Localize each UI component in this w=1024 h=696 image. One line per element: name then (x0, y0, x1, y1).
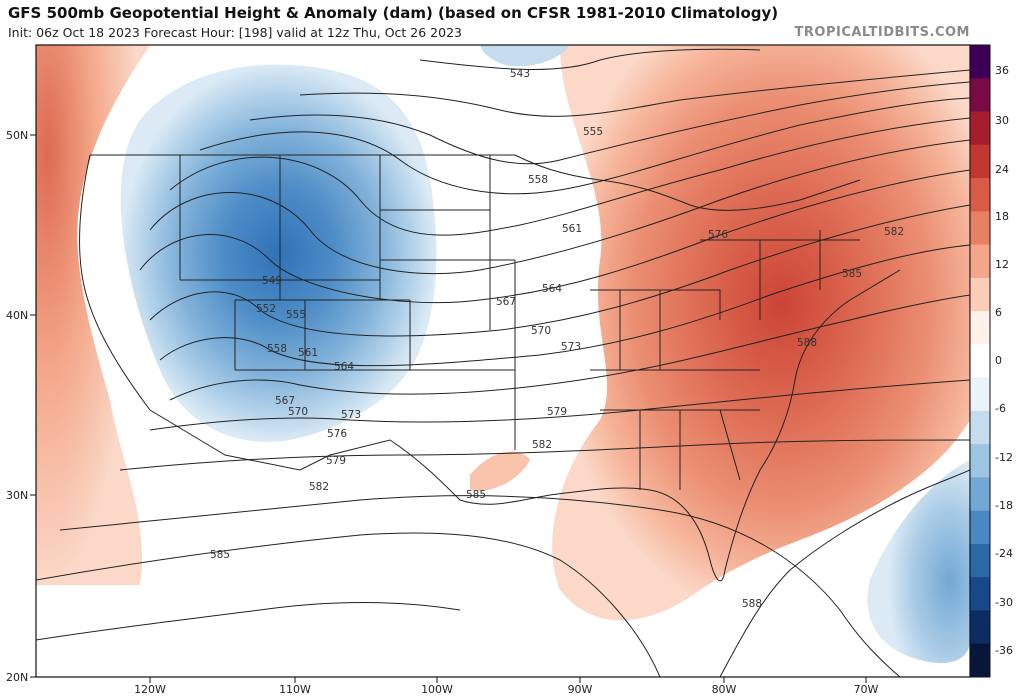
height-label: 552 (256, 303, 276, 315)
height-label: 585 (466, 489, 486, 501)
lon-label: 100W (421, 683, 453, 696)
boundary-lines (79, 154, 901, 582)
height-label: 570 (531, 325, 551, 337)
colorbar-segment (970, 410, 990, 445)
colorbar-segment (970, 543, 990, 578)
lon-label: 70W (854, 683, 879, 696)
height-label: 543 (510, 68, 530, 80)
colorbar-segment (970, 610, 990, 645)
lon-label: 80W (712, 683, 737, 696)
colorbar-labels: 36 30 24 18 12 6 0 -6 -12 -18 -24 -30 -3… (995, 64, 1013, 657)
colorbar-label: -18 (995, 499, 1013, 512)
colorbar-segment (970, 643, 990, 678)
colorbar-segment (970, 45, 990, 79)
colorbar-segment (970, 178, 990, 212)
colorbar-label: -30 (995, 596, 1013, 609)
height-label: 555 (583, 126, 603, 138)
height-label: 576 (327, 428, 347, 440)
anomaly-shading (36, 45, 970, 677)
colorbar-label: -24 (995, 547, 1013, 560)
colorbar-segment (970, 111, 990, 146)
lon-label: 110W (279, 683, 311, 696)
height-label: 561 (298, 347, 318, 359)
height-label: 555 (286, 309, 306, 321)
colorbar-label: 6 (995, 306, 1002, 319)
lat-label: 40N (6, 309, 28, 322)
colorbar-label: 30 (995, 114, 1009, 127)
colorbar-label: -36 (995, 644, 1013, 657)
lon-label: 90W (568, 683, 593, 696)
lon-label: 120W (134, 683, 166, 696)
height-label: 585 (842, 268, 862, 280)
colorbar-segment (970, 244, 990, 279)
colorbar-frame (969, 44, 991, 678)
height-label: 567 (275, 395, 295, 407)
brand-watermark: TROPICALTIDBITS.COM (794, 25, 970, 40)
map-title: GFS 500mb Geopotential Height & Anomaly … (8, 4, 779, 22)
colorbar-segment (970, 211, 990, 246)
height-label: 588 (797, 337, 817, 349)
height-labels: 543 555 558 561 564 567 570 573 576 579 … (210, 68, 904, 610)
height-label: 558 (267, 343, 287, 355)
height-contours (36, 48, 970, 677)
lat-label: 30N (6, 489, 28, 502)
colorbar-segment (970, 444, 990, 478)
longitude-axis: 120W 110W 100W 90W 80W 70W (134, 677, 879, 696)
map-subtitle: Init: 06z Oct 18 2023 Forecast Hour: [19… (8, 25, 462, 40)
latitude-axis: 50N 40N 30N 20N (6, 129, 36, 684)
height-label: 567 (496, 296, 516, 308)
colorbar-label: -6 (995, 402, 1006, 415)
colorbar-segment (970, 311, 990, 345)
height-label: 558 (528, 174, 548, 186)
height-label: 549 (262, 275, 282, 287)
colorbar-segment (970, 344, 990, 379)
height-label: 576 (708, 229, 728, 241)
colorbar-segment (970, 78, 990, 113)
colorbar-segment (970, 377, 990, 412)
lat-label: 50N (6, 129, 28, 142)
height-label: 564 (542, 283, 562, 295)
height-label: 570 (288, 406, 308, 418)
colorbar-segment (970, 477, 990, 512)
colorbar-segment (970, 577, 990, 611)
colorbar-segment (970, 277, 990, 312)
height-label: 582 (532, 439, 552, 451)
colorbar (969, 44, 991, 678)
colorbar-label: 12 (995, 258, 1009, 271)
height-label: 573 (561, 341, 581, 353)
height-label: 573 (341, 409, 361, 421)
height-label: 588 (742, 598, 762, 610)
height-label: 582 (884, 226, 904, 238)
height-label: 579 (326, 455, 346, 467)
height-label: 564 (334, 361, 354, 373)
colorbar-label: 24 (995, 163, 1009, 176)
height-label: 582 (309, 481, 329, 493)
height-label: 585 (210, 549, 230, 561)
colorbar-label: 36 (995, 64, 1009, 77)
colorbar-segment (970, 510, 990, 545)
colorbar-label: -12 (995, 451, 1013, 464)
colorbar-label: 18 (995, 210, 1009, 223)
lat-label: 20N (6, 671, 28, 684)
height-label: 561 (562, 223, 582, 235)
height-label: 579 (547, 406, 567, 418)
colorbar-label: 0 (995, 354, 1002, 367)
colorbar-segment (970, 144, 990, 179)
